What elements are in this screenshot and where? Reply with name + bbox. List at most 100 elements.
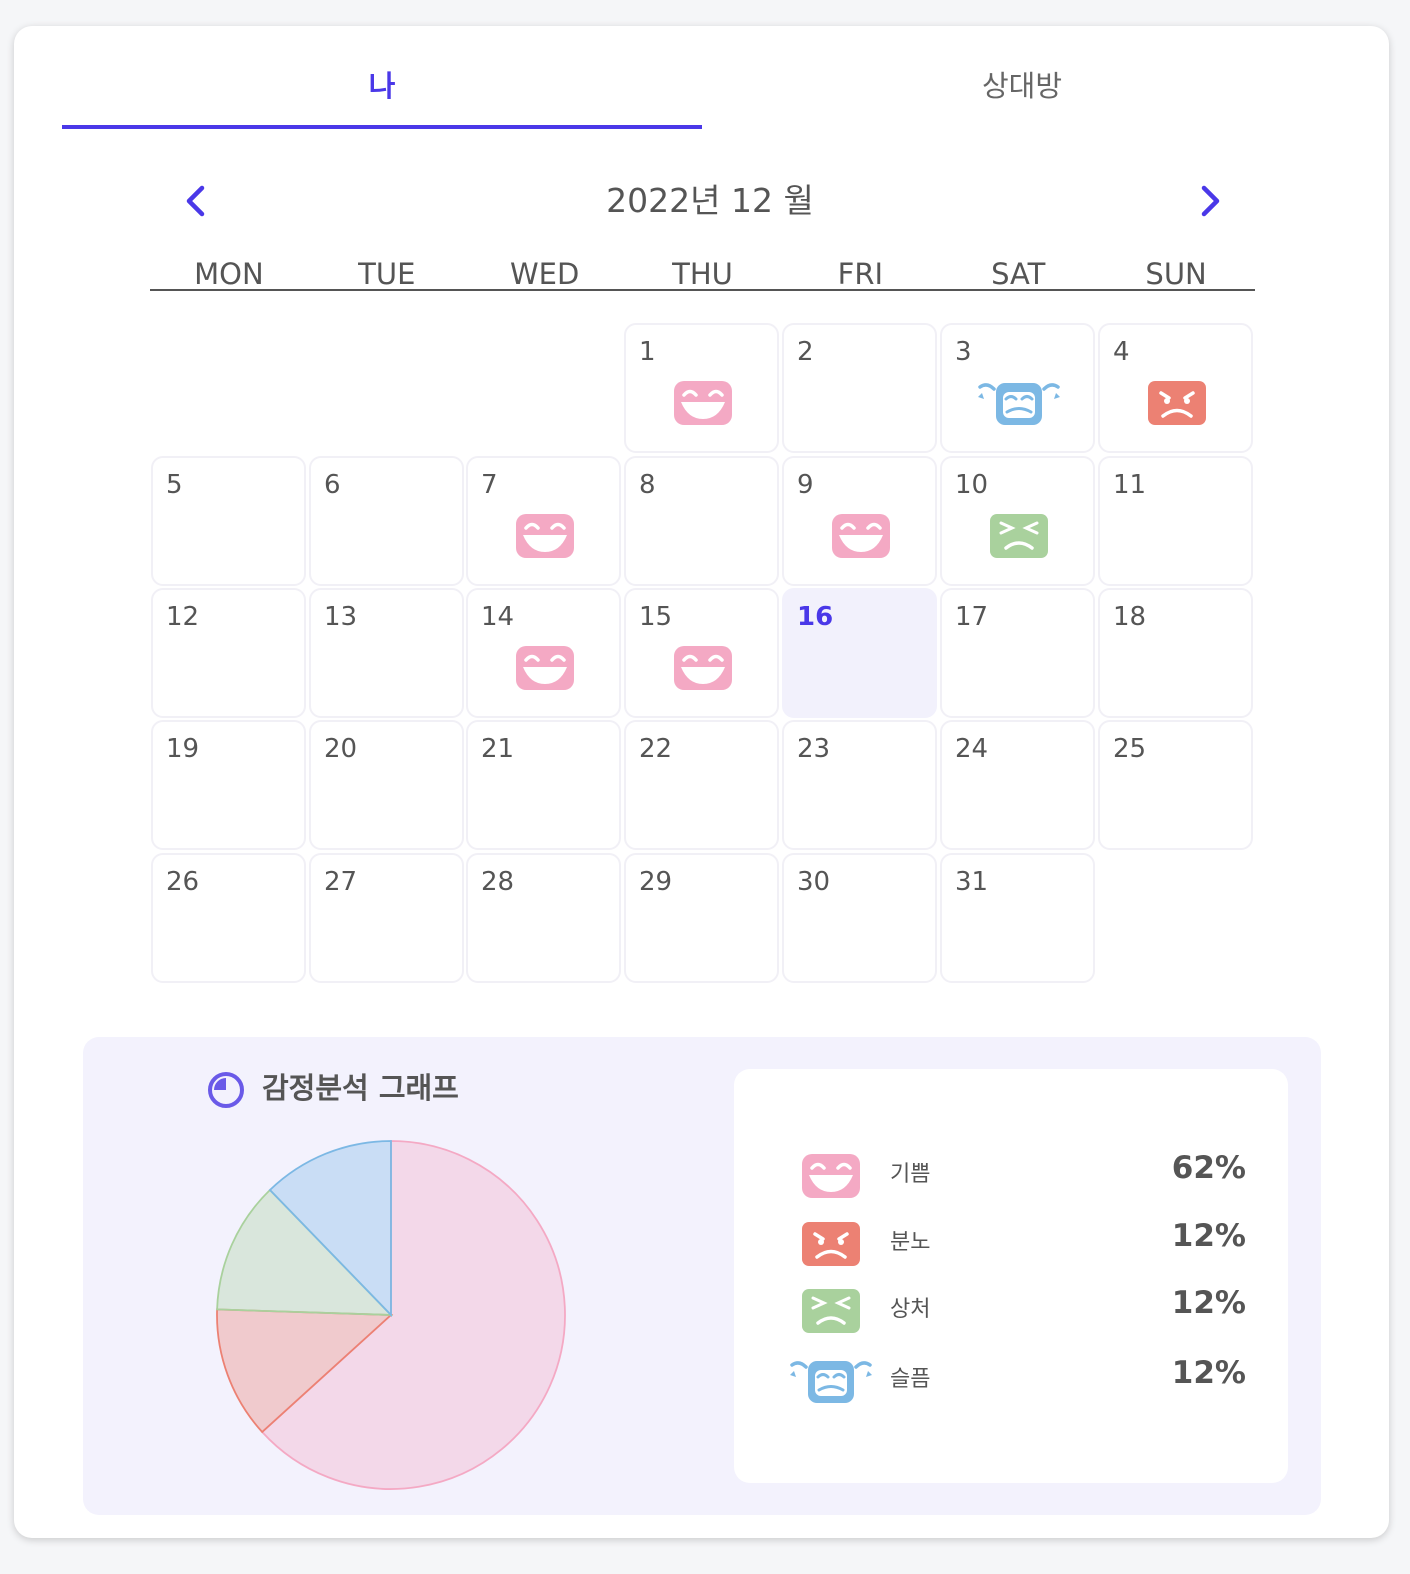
weekday-label: MON [194,257,264,291]
analysis-title: 감정분석 그래프 [262,1071,459,1105]
month-title: 2022년 12 월 [606,181,814,220]
day-number: 9 [797,470,814,500]
calendar-day-15[interactable]: 15 [624,588,779,718]
calendar-day-2[interactable]: 2 [782,323,937,453]
day-number: 15 [639,602,673,632]
day-number: 23 [797,734,831,764]
calendar-day-7[interactable]: 7 [466,456,621,586]
legend-item: 기쁨 62% [786,1148,1246,1198]
calendar-day-20[interactable]: 20 [309,720,464,850]
calendar-day-28[interactable]: 28 [466,853,621,983]
legend-percent: 12% [1171,1355,1246,1391]
calendar-day-11[interactable]: 11 [1098,456,1253,586]
weekday-label: THU [672,257,733,291]
day-number: 20 [324,734,358,764]
day-number: 8 [639,470,656,500]
legend-label: 상처 [890,1297,931,1322]
day-number: 12 [166,602,200,632]
calendar-day-17[interactable]: 17 [940,588,1095,718]
day-number: 30 [797,867,831,897]
day-number: 2 [797,337,814,367]
pie-slice-슬픔 [268,1140,392,1318]
legend-item: 분노 12% [786,1216,1246,1266]
next-month-button[interactable] [1186,176,1236,226]
tab-other[interactable]: 상대방 [981,69,1063,103]
day-number: 3 [955,337,972,367]
calendar-day-31[interactable]: 31 [940,853,1095,983]
calendar-day-3[interactable]: 3 [940,323,1095,453]
prev-month-button[interactable] [172,176,222,226]
joy-icon [500,640,590,696]
day-number: 22 [639,734,673,764]
calendar-day-1[interactable]: 1 [624,323,779,453]
tab-me[interactable]: 나 [368,69,396,103]
day-number: 19 [166,734,200,764]
weekday-label: FRI [837,257,884,291]
day-number: 1 [639,337,656,367]
legend-percent: 12% [1171,1285,1246,1321]
weekday-label: WED [509,257,580,291]
sadness-icon [974,375,1064,431]
calendar-day-13[interactable]: 13 [309,588,464,718]
hurt-icon [786,1283,876,1333]
calendar-day-16[interactable]: 16 [782,588,937,718]
pie-slice-분노 [216,1308,394,1434]
chevron-right-icon [1201,185,1220,217]
legend-label: 기쁨 [890,1162,931,1187]
calendar-day-24[interactable]: 24 [940,720,1095,850]
calendar-day-19[interactable]: 19 [151,720,306,850]
anger-icon [786,1216,876,1266]
pie-slice-기쁨 [260,1140,566,1490]
hurt-icon [974,508,1064,564]
day-number: 13 [324,602,358,632]
calendar-day-10[interactable]: 10 [940,456,1095,586]
day-number: 5 [166,470,183,500]
joy-icon [658,640,748,696]
calendar-day-18[interactable]: 18 [1098,588,1253,718]
calendar-day-23[interactable]: 23 [782,720,937,850]
day-number: 16 [797,602,834,632]
legend-percent: 62% [1171,1150,1246,1186]
calendar-day-25[interactable]: 25 [1098,720,1253,850]
day-number: 10 [955,470,989,500]
legend-item: 슬픔 12% [786,1353,1246,1403]
day-number: 7 [481,470,498,500]
chevron-left-icon [186,185,205,217]
legend-panel [734,1069,1288,1483]
day-number: 25 [1113,734,1147,764]
sadness-icon [786,1353,876,1403]
legend-label: 분노 [890,1230,931,1255]
day-number: 28 [481,867,515,897]
calendar-day-8[interactable]: 8 [624,456,779,586]
anger-icon [1132,375,1222,431]
legend-label: 슬픔 [890,1367,931,1392]
calendar-day-27[interactable]: 27 [309,853,464,983]
joy-icon [500,508,590,564]
pie-chart-icon [206,1069,246,1109]
joy-icon [816,508,906,564]
day-number: 17 [955,602,989,632]
weekday-label: SAT [991,257,1046,291]
calendar-day-14[interactable]: 14 [466,588,621,718]
day-number: 4 [1113,337,1130,367]
calendar-day-30[interactable]: 30 [782,853,937,983]
day-number: 31 [955,867,989,897]
day-number: 11 [1113,470,1147,500]
day-number: 26 [166,867,200,897]
weekday-header: MON TUE WED THU FRI SAT SUN [150,254,1255,291]
calendar-day-22[interactable]: 22 [624,720,779,850]
calendar-day-5[interactable]: 5 [151,456,306,586]
weekday-label: TUE [358,257,416,291]
calendar-day-6[interactable]: 6 [309,456,464,586]
calendar-day-29[interactable]: 29 [624,853,779,983]
calendar-day-21[interactable]: 21 [466,720,621,850]
emotion-pie-chart [216,1140,566,1490]
calendar-day-12[interactable]: 12 [151,588,306,718]
calendar-day-9[interactable]: 9 [782,456,937,586]
day-number: 18 [1113,602,1147,632]
calendar-day-4[interactable]: 4 [1098,323,1253,453]
weekday-label: SUN [1145,257,1207,291]
day-number: 29 [639,867,673,897]
calendar-day-26[interactable]: 26 [151,853,306,983]
active-tab-indicator [62,125,702,129]
